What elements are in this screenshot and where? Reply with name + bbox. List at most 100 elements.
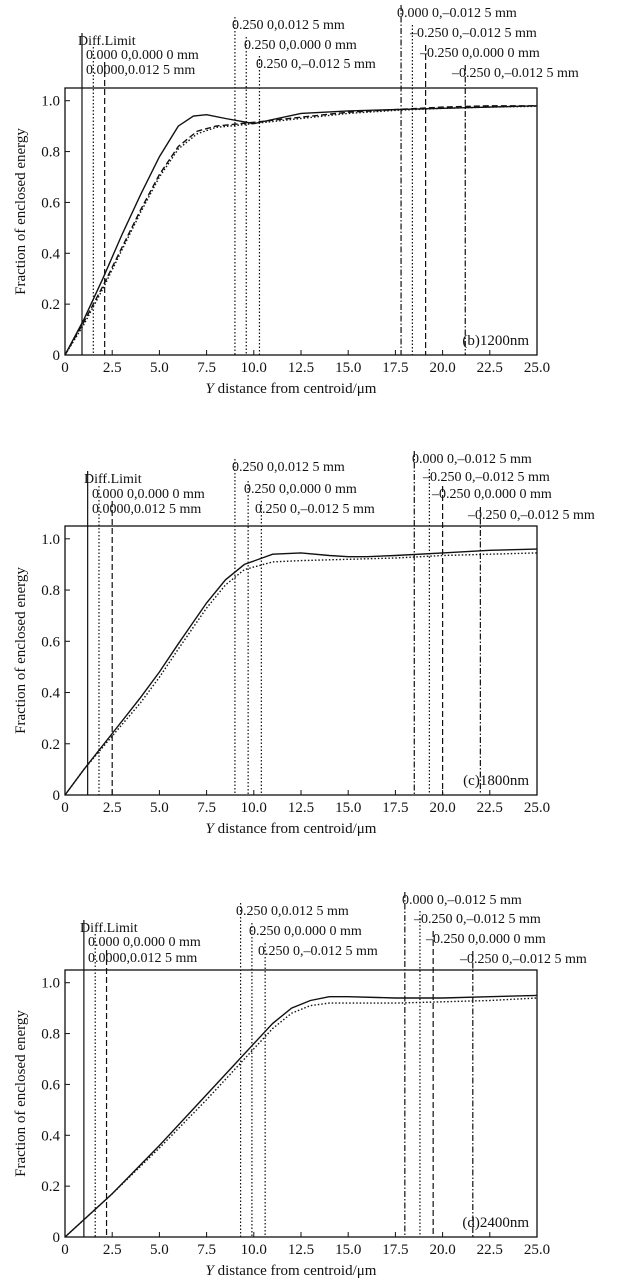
series-line-2 [64, 552, 538, 796]
x-tick-label: 22.5 [477, 360, 503, 376]
x-tick-label: 0 [61, 1242, 69, 1258]
x-tick-label: 15.0 [335, 360, 361, 376]
series-line-1 [64, 548, 538, 796]
y-tick-label: 0 [53, 788, 61, 804]
marker-label: –0.250 0,0.000 0 mm [419, 46, 540, 61]
y-tick-label: 0.8 [41, 583, 60, 599]
x-tick-label: 12.5 [288, 800, 314, 816]
y-axis-label: Fraction of enclosed energy [13, 567, 29, 734]
x-tick-label: 2.5 [103, 1242, 122, 1258]
series-line-2 [64, 105, 537, 356]
y-tick-label: 0.8 [41, 145, 60, 161]
marker-label: –0.250 0,–0.012 5 mm [413, 912, 541, 927]
y-tick-label: 0.4 [41, 686, 60, 702]
marker-label: 0.250 0,0.012 5 mm [236, 904, 349, 919]
y-tick-label: 0.2 [41, 737, 60, 753]
series-line-1 [64, 105, 538, 356]
x-tick-label: 15.0 [335, 1242, 361, 1258]
x-tick-label: 22.5 [477, 1242, 503, 1258]
x-tick-label: 20.0 [429, 800, 455, 816]
marker-label: 0.250 0,0.012 5 mm [232, 460, 345, 475]
x-tick-label: 17.5 [382, 360, 408, 376]
marker-label: 0.0000,0.012 5 mm [86, 63, 195, 78]
panel-label: (c)1800nm [463, 773, 529, 789]
marker-label: Diff.Limit [84, 472, 142, 487]
y-tick-label: 0.8 [41, 1027, 60, 1043]
chart-panel-1: 0 2.5 5.0 7.5 10.0 12.5 15.0 17.5 20.0 22.5 25.0 0 0… [13, 5, 579, 397]
x-tick-label: 17.5 [382, 800, 408, 816]
panel-label: (d)2400nm [462, 1215, 529, 1231]
x-tick-label: 7.5 [197, 800, 216, 816]
y-tick-label: 0.4 [41, 1128, 60, 1144]
panel-label: (b)1200nm [462, 333, 529, 349]
plot-frame [64, 525, 538, 796]
y-tick-label: 1.0 [41, 976, 60, 992]
y-tick-label: 0.6 [41, 195, 60, 211]
series-line-1 [64, 994, 538, 1238]
series-line-3 [64, 105, 538, 356]
y-tick-label: 0.2 [41, 1179, 60, 1195]
chart-panel-3: 0 2.5 5.0 7.5 10.0 12.5 15.0 17.5 20.0 22.5 25.0 0 0… [13, 892, 587, 1279]
x-tick-label: 0 [61, 800, 69, 816]
marker-label: –0.250 0,–0.012 5 mm [459, 952, 587, 967]
x-tick-label: 12.5 [288, 360, 314, 376]
x-tick-label: 17.5 [382, 1242, 408, 1258]
x-tick-label: 2.5 [103, 360, 122, 376]
marker-label: –0.250 0,–0.012 5 mm [467, 508, 595, 523]
x-tick-label: 0 [61, 360, 69, 376]
x-tick-label: 12.5 [288, 1242, 314, 1258]
marker-label: 0.0000,0.012 5 mm [92, 502, 201, 517]
marker-label: 0.000 0,0.000 0 mm [88, 935, 201, 950]
x-tick-label: 25.0 [524, 800, 550, 816]
marker-label: 0.0000,0.012 5 mm [88, 951, 197, 966]
y-tick-label: 1.0 [41, 94, 60, 110]
chart-panel-2: 0 2.5 5.0 7.5 10.0 12.5 15.0 17.5 20.0 22.5 25.0 0 0… [13, 451, 595, 837]
x-tick-label: 5.0 [150, 800, 169, 816]
y-axis-label: Fraction of enclosed energy [13, 128, 29, 295]
x-tick-label: 10.0 [241, 1242, 267, 1258]
marker-label: –0.250 0,–0.012 5 mm [451, 66, 579, 81]
plot-frame [64, 969, 538, 1238]
x-tick-label: 25.0 [524, 1242, 550, 1258]
y-tick-label: 1.0 [41, 532, 60, 548]
marker-label: 0.250 0,–0.012 5 mm [258, 944, 378, 959]
x-axis-label: Y distance from centroid/μm [206, 1263, 377, 1279]
marker-label: 0.000 0,0.000 0 mm [86, 48, 199, 63]
y-tick-label: 0 [53, 348, 61, 364]
y-tick-label: 0.4 [41, 246, 60, 262]
marker-label: 0.000 0,0.000 0 mm [92, 487, 205, 502]
series-line-2 [64, 997, 538, 1238]
marker-label: 0.250 0,0.012 5 mm [232, 18, 345, 33]
x-axis-label: Y distance from centroid/μm [206, 821, 377, 837]
x-tick-label: 10.0 [241, 360, 267, 376]
x-tick-label: 15.0 [335, 800, 361, 816]
x-tick-label: 25.0 [524, 360, 550, 376]
marker-label: 0.000 0,–0.012 5 mm [397, 6, 517, 21]
marker-label: 0.250 0,–0.012 5 mm [255, 502, 375, 517]
x-tick-label: 7.5 [197, 360, 216, 376]
marker-label: 0.250 0,–0.012 5 mm [256, 57, 376, 72]
marker-label: 0.250 0,0.000 0 mm [244, 482, 357, 497]
marker-label: –0.250 0,0.000 0 mm [425, 932, 546, 947]
x-tick-label: 22.5 [477, 800, 503, 816]
x-tick-label: 20.0 [429, 360, 455, 376]
marker-label: Diff.Limit [80, 921, 138, 936]
marker-label: –0.250 0,0.000 0 mm [431, 487, 552, 502]
marker-label: 0.000 0,–0.012 5 mm [402, 893, 522, 908]
x-axis-label: Y distance from centroid/μm [206, 381, 377, 397]
marker-label: 0.250 0,0.000 0 mm [244, 38, 357, 53]
marker-label: –0.250 0,–0.012 5 mm [422, 470, 550, 485]
x-tick-label: 7.5 [197, 1242, 216, 1258]
y-axis-label: Fraction of enclosed energy [13, 1010, 29, 1177]
x-tick-label: 10.0 [241, 800, 267, 816]
y-tick-label: 0.6 [41, 634, 60, 650]
y-tick-label: 0.2 [41, 297, 60, 313]
x-tick-label: 20.0 [429, 1242, 455, 1258]
x-tick-label: 2.5 [103, 800, 122, 816]
x-tick-label: 5.0 [150, 1242, 169, 1258]
marker-label: –0.250 0,–0.012 5 mm [409, 26, 537, 41]
y-tick-label: 0.6 [41, 1077, 60, 1093]
marker-label: 0.000 0,–0.012 5 mm [412, 452, 532, 467]
y-tick-label: 0 [53, 1230, 61, 1246]
